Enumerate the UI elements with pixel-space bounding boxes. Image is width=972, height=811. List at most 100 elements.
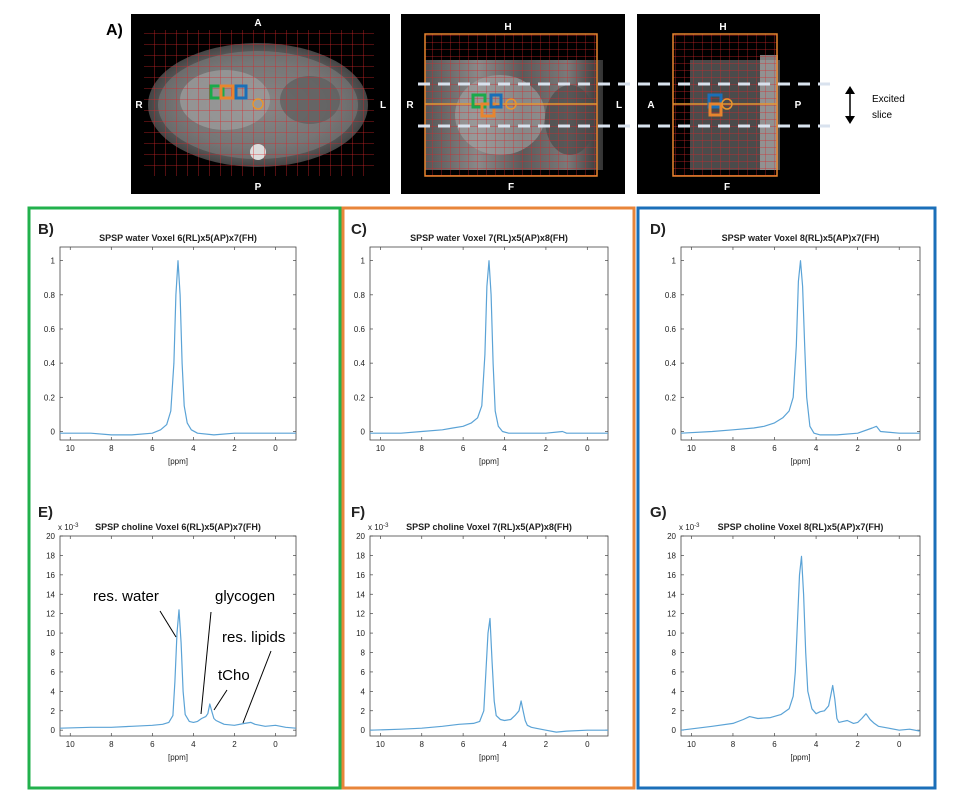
panel-label-a: A) xyxy=(106,22,123,39)
chart-title: SPSP water Voxel 7(RL)x5(AP)x8(FH) xyxy=(410,233,568,243)
x-tick-label: 4 xyxy=(191,444,196,453)
y-tick-label: 0.6 xyxy=(354,325,366,334)
annotation-line-res-water xyxy=(159,610,177,638)
y-tick-label: 12 xyxy=(667,610,676,619)
y-tick-label: 8 xyxy=(361,649,366,658)
x-axis-label: [ppm] xyxy=(479,457,499,466)
x-tick-label: 2 xyxy=(544,444,549,453)
y-scale-note: x 10-3 xyxy=(679,523,700,532)
y-tick-label: 0.4 xyxy=(665,359,677,368)
x-tick-label: 4 xyxy=(814,740,819,749)
y-scale-note: x 10-3 xyxy=(58,523,79,532)
annotation-res-water: res. water xyxy=(93,588,159,605)
excited-slice-lines xyxy=(418,82,835,128)
x-axis-label: [ppm] xyxy=(168,753,188,762)
sagittal-label-bottom: F xyxy=(724,182,730,193)
y-tick-label: 14 xyxy=(46,590,55,599)
frame-orange xyxy=(341,206,636,790)
axial-label-top: A xyxy=(254,18,261,29)
y-tick-label: 0.4 xyxy=(44,359,56,368)
chart-b: B) SPSP water Voxel 6(RL)x5(AP)x7(FH)10 8 6… xyxy=(38,221,297,466)
x-tick-label: 2 xyxy=(544,740,549,749)
x-axis-label: [ppm] xyxy=(479,753,499,762)
y-tick-label: 8 xyxy=(51,649,56,658)
x-tick-label: 2 xyxy=(232,740,237,749)
y-tick-label: 4 xyxy=(361,687,366,696)
coronal-label-left: R xyxy=(406,100,414,111)
y-tick-label: 0 xyxy=(672,427,677,436)
x-tick-label: 6 xyxy=(461,444,466,453)
chart-g: G) SPSP choline Voxel 8(RL)x5(AP)x7(FH) x … xyxy=(650,504,921,762)
plot-area xyxy=(369,535,609,737)
panel-label: D) xyxy=(650,221,666,238)
x-tick-label: 2 xyxy=(232,444,237,453)
y-tick-label: 10 xyxy=(667,629,676,638)
sagittal-image: H F A P xyxy=(637,14,820,194)
y-tick-label: 0.8 xyxy=(665,291,677,300)
panel-label: C) xyxy=(351,221,367,238)
y-tick-label: 10 xyxy=(46,629,55,638)
y-tick-label: 6 xyxy=(51,668,56,677)
x-tick-label: 0 xyxy=(897,444,902,453)
y-tick-label: 18 xyxy=(667,551,676,560)
coronal-image: H F R L xyxy=(401,14,625,194)
chart-c: C) SPSP water Voxel 7(RL)x5(AP)x8(FH)10 8 6… xyxy=(351,221,609,466)
y-tick-label: 18 xyxy=(356,551,365,560)
y-tick-label: 16 xyxy=(667,571,676,580)
x-tick-label: 10 xyxy=(376,444,385,453)
coronal-label-top: H xyxy=(504,22,511,33)
x-tick-label: 0 xyxy=(897,740,902,749)
series-line xyxy=(680,260,920,436)
axial-label-right: L xyxy=(380,100,386,111)
y-tick-label: 20 xyxy=(356,532,365,541)
excited-slice-label-2: slice xyxy=(872,110,892,121)
x-tick-label: 10 xyxy=(687,444,696,453)
y-tick-label: 10 xyxy=(356,629,365,638)
y-tick-label: 0 xyxy=(361,726,366,735)
x-tick-label: 8 xyxy=(109,740,114,749)
excited-slice-label-1: Excited xyxy=(872,94,905,105)
x-tick-label: 6 xyxy=(772,444,777,453)
y-tick-label: 0 xyxy=(672,726,677,735)
panel-label: E) xyxy=(38,504,53,521)
axial-label-bottom: P xyxy=(255,182,262,193)
axial-label-left: R xyxy=(135,100,143,111)
chart-title: SPSP choline Voxel 8(RL)x5(AP)x7(FH) xyxy=(718,522,884,532)
x-tick-label: 4 xyxy=(191,740,196,749)
y-tick-label: 16 xyxy=(356,571,365,580)
x-tick-label: 4 xyxy=(502,444,507,453)
x-tick-label: 10 xyxy=(66,740,75,749)
y-tick-label: 20 xyxy=(667,532,676,541)
y-scale-note: x 10-3 xyxy=(368,523,389,532)
y-tick-label: 0.2 xyxy=(44,393,56,402)
annotation-tcho: tCho xyxy=(218,667,250,684)
x-axis-label: [ppm] xyxy=(790,753,810,762)
chart-e: E) SPSP choline Voxel 6(RL)x5(AP)x7(FH) x … xyxy=(38,504,297,762)
x-tick-label: 6 xyxy=(772,740,777,749)
series-line xyxy=(369,617,608,733)
x-tick-label: 2 xyxy=(855,444,860,453)
x-tick-label: 0 xyxy=(585,444,590,453)
y-tick-label: 0.8 xyxy=(354,291,366,300)
x-tick-label: 8 xyxy=(420,740,425,749)
sagittal-label-right: P xyxy=(795,100,802,111)
annotation-line-tcho xyxy=(213,689,228,711)
coronal-label-bottom: F xyxy=(508,182,514,193)
y-tick-label: 0 xyxy=(361,427,366,436)
annotations: res. water glycogen res. lipids tCho xyxy=(93,588,285,724)
chart-title: SPSP water Voxel 6(RL)x5(AP)x7(FH) xyxy=(99,233,257,243)
y-tick-label: 6 xyxy=(361,668,366,677)
plot-area xyxy=(59,535,297,737)
x-tick-label: 0 xyxy=(585,740,590,749)
plot-area xyxy=(369,246,609,441)
y-tick-label: 0.6 xyxy=(665,325,677,334)
annotation-res-lipids: res. lipids xyxy=(222,629,285,646)
y-tick-label: 14 xyxy=(667,590,676,599)
y-tick-label: 2 xyxy=(361,707,366,716)
x-tick-label: 0 xyxy=(273,444,278,453)
y-tick-label: 0 xyxy=(51,427,56,436)
y-tick-label: 12 xyxy=(46,610,55,619)
x-tick-label: 8 xyxy=(109,444,114,453)
chart-title: SPSP choline Voxel 7(RL)x5(AP)x8(FH) xyxy=(406,522,572,532)
